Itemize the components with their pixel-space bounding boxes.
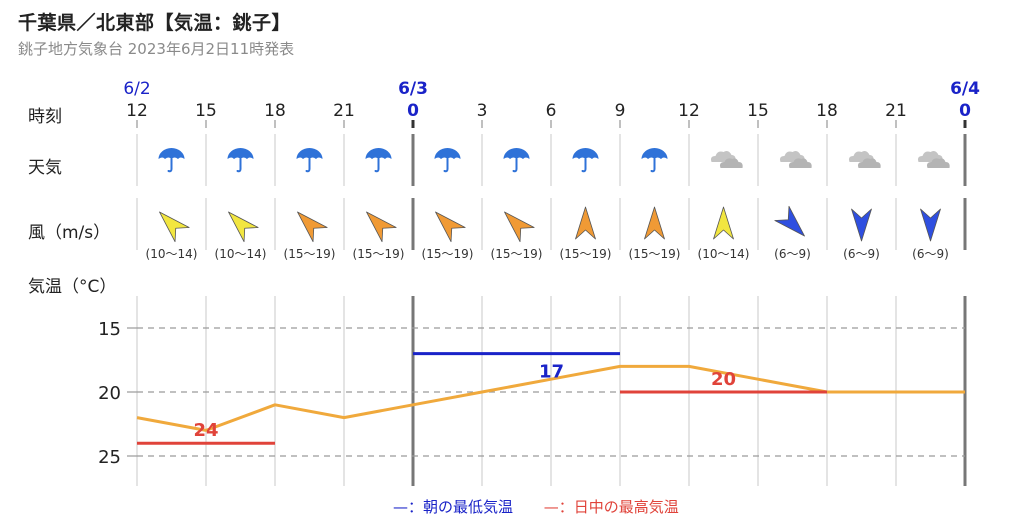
date-label: 6/4 bbox=[950, 79, 980, 99]
umbrella-icon bbox=[227, 148, 254, 173]
umbrella-icon bbox=[158, 148, 185, 173]
wind-arrow-icon bbox=[644, 206, 665, 240]
hour-label: 21 bbox=[333, 101, 355, 121]
y-tick-label: 20 bbox=[98, 383, 121, 404]
hour-label: 15 bbox=[747, 101, 769, 121]
wind-arrow-icon bbox=[851, 208, 872, 242]
row-label-wind: 風（m/s） bbox=[28, 223, 111, 243]
max-temp-label: 24 bbox=[193, 420, 218, 441]
umbrella-icon bbox=[503, 148, 530, 173]
y-tick-label: 25 bbox=[98, 447, 121, 468]
hour-label: 18 bbox=[816, 101, 838, 121]
wind-speed-label: (10〜14) bbox=[215, 247, 267, 261]
wind-arrow-icon bbox=[435, 211, 466, 243]
wind-speed-label: (15〜19) bbox=[629, 247, 681, 261]
date-label: 6/2 bbox=[123, 79, 150, 99]
wind-speed-label: (10〜14) bbox=[698, 247, 750, 261]
hour-label: 12 bbox=[126, 101, 148, 121]
page-title: 千葉県／北東部【気温：銚子】 bbox=[18, 12, 292, 34]
row-label-weather: 天気 bbox=[28, 158, 62, 178]
hour-label: 21 bbox=[885, 101, 907, 121]
umbrella-icon bbox=[365, 148, 392, 173]
wind-arrow-icon bbox=[159, 211, 190, 243]
wind-speed-label: (15〜19) bbox=[353, 247, 405, 261]
umbrella-icon bbox=[434, 148, 461, 173]
legend-min-label: ：朝の最低気温 bbox=[408, 498, 514, 516]
wind-speed-label: (15〜19) bbox=[560, 247, 612, 261]
date-label: 6/3 bbox=[398, 79, 428, 99]
row-label-time: 時刻 bbox=[28, 107, 62, 127]
legend-min: —：朝の最低気温 bbox=[393, 498, 518, 516]
wind-arrow-icon bbox=[228, 211, 259, 243]
cloud-icon bbox=[918, 151, 950, 168]
umbrella-icon bbox=[296, 148, 323, 173]
cloud-icon bbox=[849, 151, 881, 168]
hour-label: 9 bbox=[615, 101, 626, 121]
wind-arrow-icon bbox=[575, 206, 596, 240]
hour-label: 12 bbox=[678, 101, 700, 121]
page-subtitle: 銚子地方気象台 2023年6月2日11時発表 bbox=[18, 40, 295, 58]
wind-speed-label: (6〜9) bbox=[912, 247, 949, 261]
wind-speed-label: (6〜9) bbox=[843, 247, 880, 261]
umbrella-icon bbox=[641, 148, 668, 173]
hour-label: 0 bbox=[407, 101, 419, 121]
wind-arrow-icon bbox=[504, 211, 535, 243]
wind-arrow-icon bbox=[713, 206, 734, 240]
row-label-temp: 気温（°C） bbox=[28, 277, 117, 297]
wind-speed-label: (10〜14) bbox=[146, 247, 198, 261]
wind-arrow-icon bbox=[366, 211, 397, 243]
wind-speed-label: (15〜19) bbox=[284, 247, 336, 261]
wind-speed-label: (15〜19) bbox=[422, 247, 474, 261]
max-temp-label: 20 bbox=[711, 369, 736, 390]
y-tick-label: 15 bbox=[98, 319, 121, 340]
cloud-icon bbox=[711, 151, 743, 168]
chart-legend: —：朝の最低気温 —：日中の最高気温 bbox=[393, 496, 705, 517]
legend-min-marker: — bbox=[393, 498, 408, 516]
hour-label: 18 bbox=[264, 101, 286, 121]
legend-max-marker: — bbox=[543, 498, 559, 516]
min-temp-label: 17 bbox=[539, 362, 564, 383]
wind-speed-label: (15〜19) bbox=[491, 247, 543, 261]
legend-max: —：日中の最高気温 bbox=[544, 498, 679, 516]
umbrella-icon bbox=[572, 148, 599, 173]
hour-label: 6 bbox=[546, 101, 557, 121]
hour-label: 3 bbox=[477, 101, 488, 121]
hour-label: 15 bbox=[195, 101, 217, 121]
legend-max-label: ：日中の最高気温 bbox=[558, 498, 679, 516]
hour-label: 0 bbox=[959, 101, 971, 121]
cloud-icon bbox=[780, 151, 812, 168]
wind-arrow-icon bbox=[920, 208, 941, 242]
wind-speed-label: (6〜9) bbox=[774, 247, 811, 261]
wind-arrow-icon bbox=[297, 211, 328, 243]
wind-arrow-icon bbox=[774, 205, 805, 237]
